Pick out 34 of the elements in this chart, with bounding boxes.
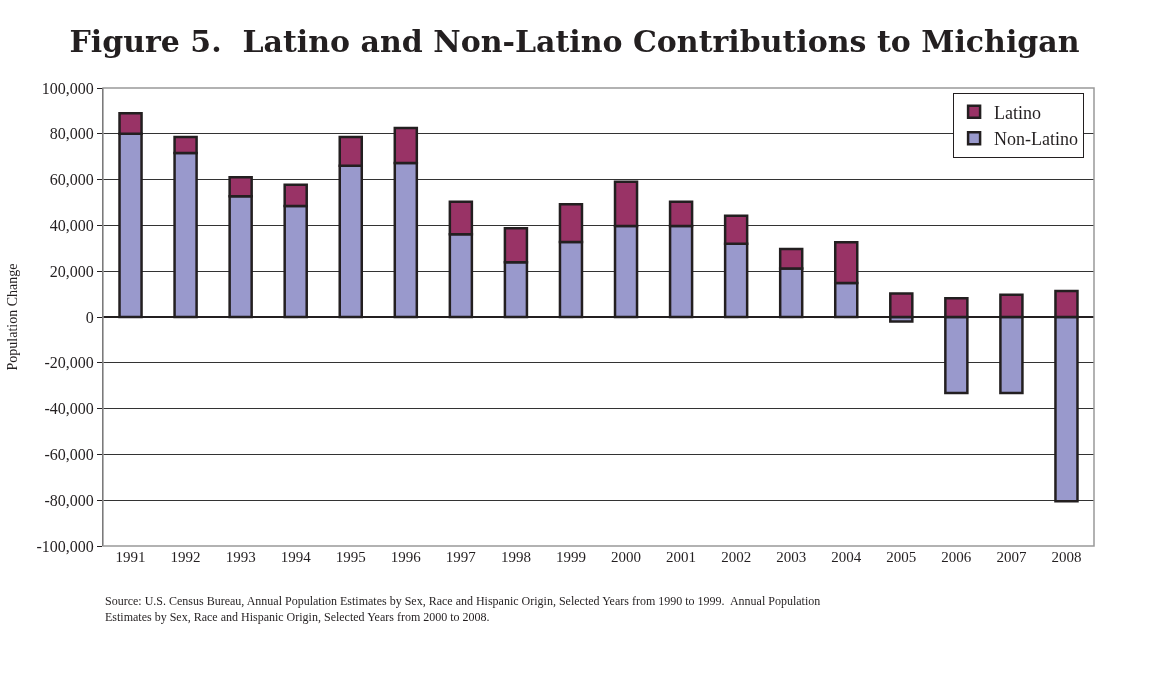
y-tick-label: 0 <box>85 308 94 326</box>
x-tick-label: 1991 <box>115 549 146 565</box>
y-tick-label: -40,000 <box>44 400 94 418</box>
x-tick-label: 2002 <box>721 549 752 565</box>
x-tick-label: 2006 <box>941 549 972 565</box>
chart-title: Figure 5. Latino and Non-Latino Contributions to Michigan <box>69 24 1080 60</box>
source-note: Source: U.S. Census Bureau, Annual Population Estimates by Sex, Race and Hispanic Origin, Selected Years from 1990 to 1999. Annual Population Estimates by Sex, Race and Hispanic Origin, Selected Years from 2000 to 2008. <box>105 594 821 624</box>
y-tick-label: 40,000 <box>49 217 94 234</box>
y-tick-label: 60,000 <box>49 171 94 189</box>
x-tick-label: 1998 <box>500 549 531 565</box>
x-tick-label: 1993 <box>225 549 256 565</box>
x-tick-label: 1995 <box>335 549 366 565</box>
x-tick-label: 2003 <box>776 549 807 565</box>
y-tick-label: -80,000 <box>44 491 94 509</box>
x-tick-label: 1999 <box>555 549 586 565</box>
x-tick-label: 2007 <box>996 549 1027 565</box>
y-axis-title: Population Change <box>5 263 21 371</box>
x-tick-label: 1994 <box>280 549 312 565</box>
y-tick-label: 100,000 <box>41 79 94 97</box>
x-tick-label: 2004 <box>831 549 862 565</box>
y-tick-label: -100,000 <box>36 537 94 555</box>
y-tick-label: 80,000 <box>49 125 94 143</box>
x-tick-label: 2005 <box>886 549 917 565</box>
x-tick-label: 1996 <box>390 549 422 565</box>
x-tick-label: 2001 <box>666 549 697 565</box>
x-tick-label: 1992 <box>170 549 201 565</box>
legend-label: Latino <box>994 102 1042 123</box>
legend-label: Non-Latino <box>994 129 1079 150</box>
y-tick-label: 20,000 <box>49 262 94 280</box>
x-tick-label: 1997 <box>445 549 477 565</box>
x-tick-label: 2000 <box>611 549 642 565</box>
y-tick-label: -60,000 <box>44 446 94 463</box>
x-tick-label: 2008 <box>1051 549 1082 565</box>
y-tick-label: -20,000 <box>44 354 94 372</box>
